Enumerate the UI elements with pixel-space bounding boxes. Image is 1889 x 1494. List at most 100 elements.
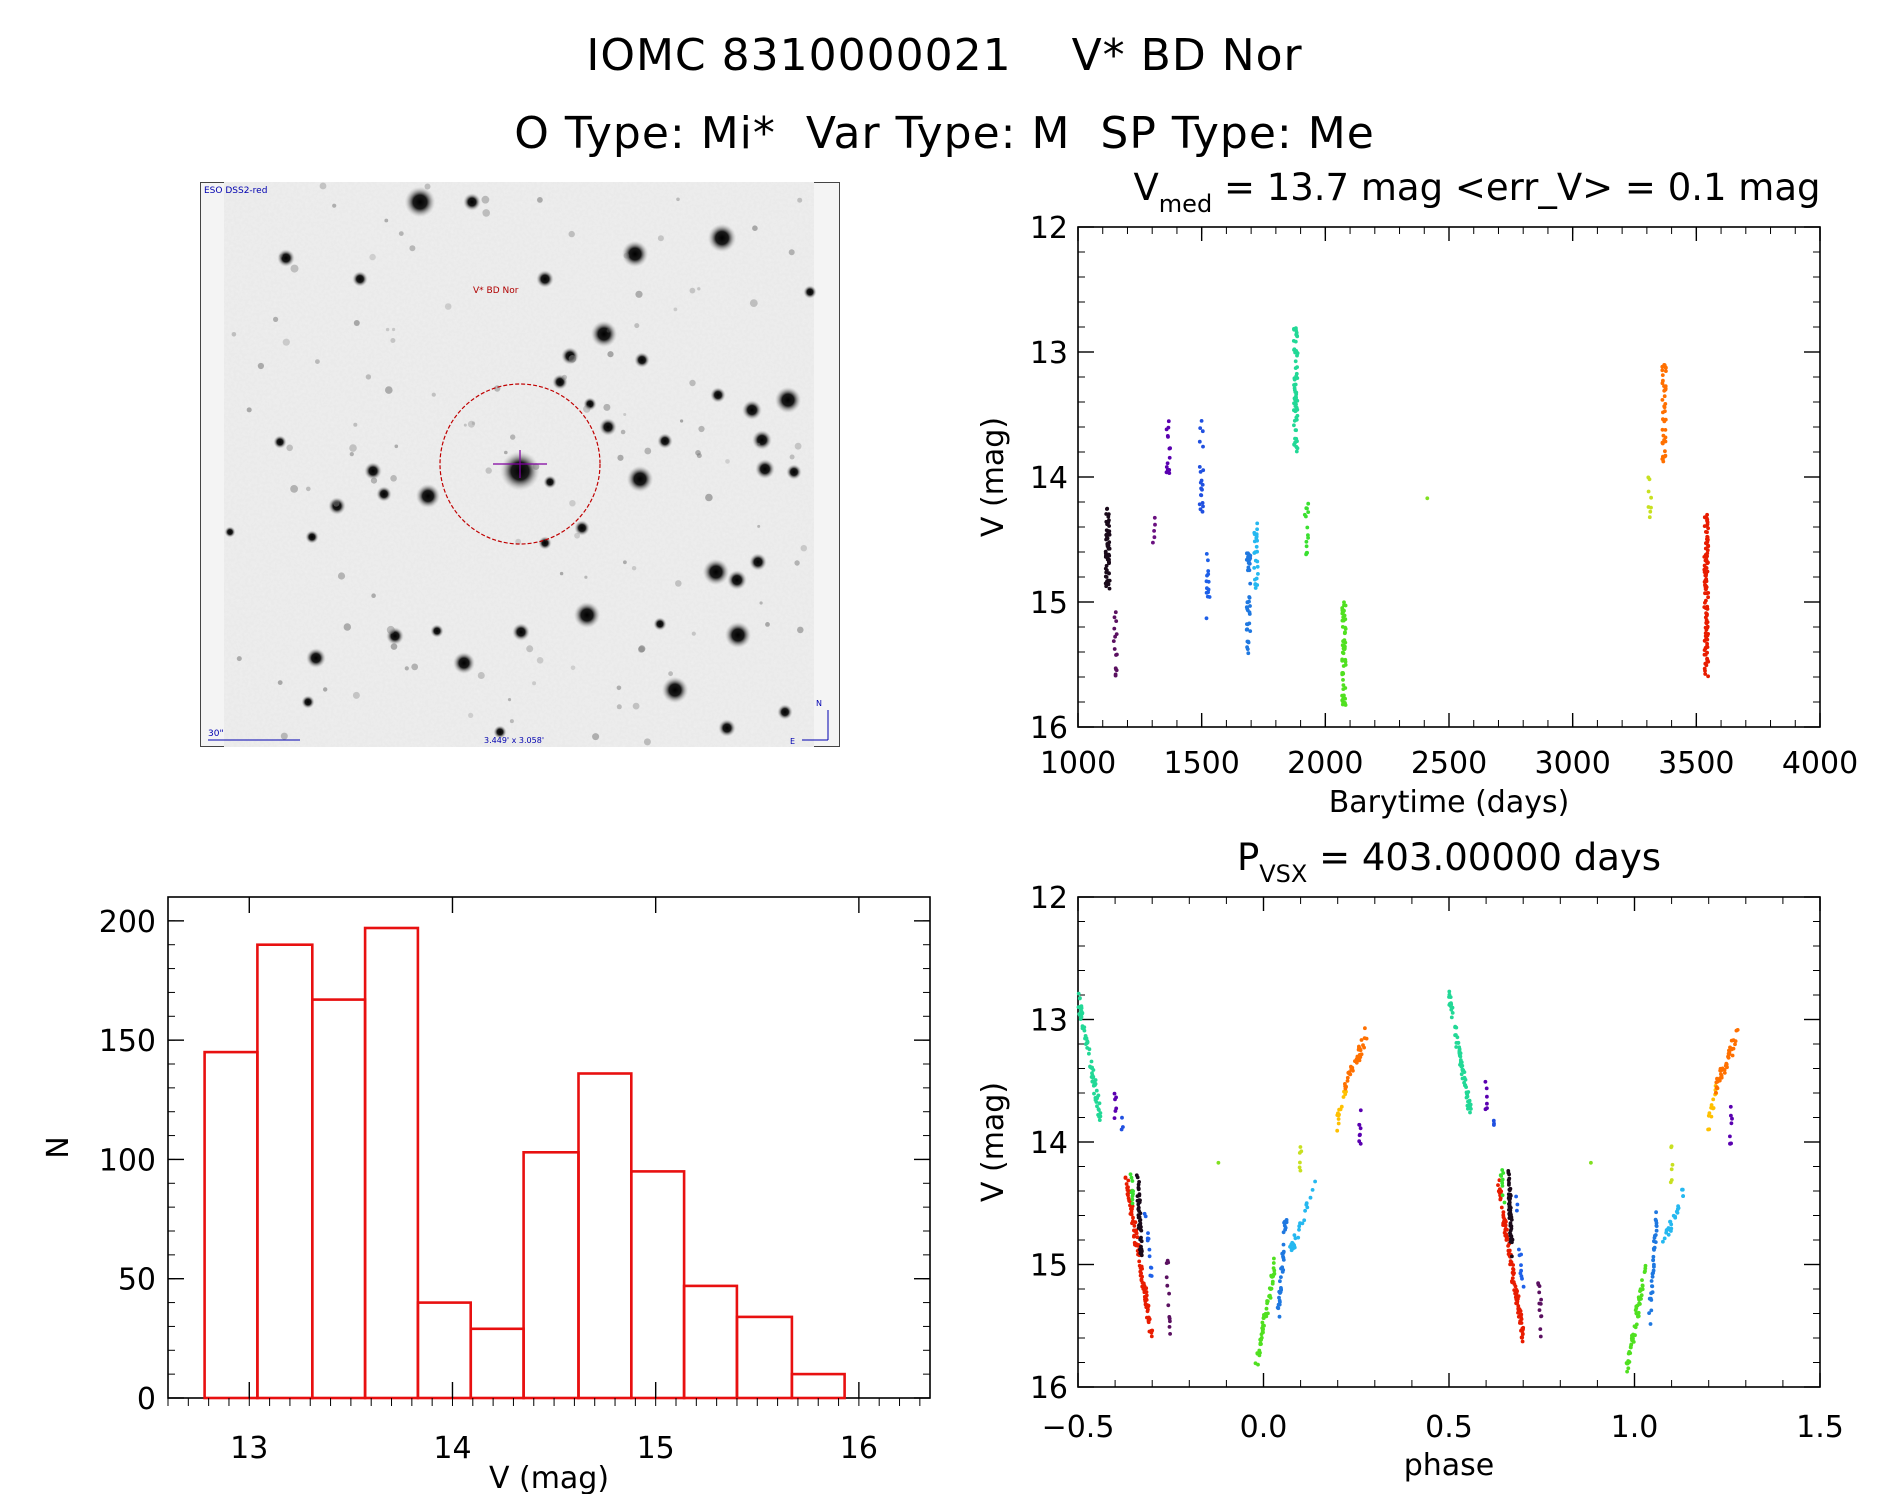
ph-point: [1503, 1223, 1508, 1228]
target-label: V* BD Nor: [473, 286, 519, 296]
finder-star: [543, 475, 557, 489]
lc-point: [1247, 559, 1251, 563]
ph-point: [1519, 1328, 1523, 1333]
ph-point: [1142, 1290, 1147, 1295]
lc-point: [1702, 515, 1707, 520]
lc-point: [1663, 453, 1668, 458]
lc-point: [1662, 364, 1667, 368]
finder-star: [430, 624, 444, 638]
ph-point: [1138, 1237, 1143, 1241]
lc-point: [1706, 544, 1711, 548]
ph-point: [1515, 1299, 1520, 1304]
ph-point: [1337, 1107, 1341, 1112]
ph-point: [1279, 1288, 1283, 1292]
ph-point: [1140, 1284, 1145, 1289]
finder-faint-star: [689, 287, 696, 294]
ph-point: [1131, 1219, 1135, 1223]
lc-point: [1206, 569, 1211, 573]
ph-point: [1464, 1095, 1469, 1100]
ph-point: [1358, 1052, 1363, 1057]
ph-point: [1670, 1162, 1675, 1167]
lc-point: [1705, 625, 1710, 630]
ph-point: [1520, 1335, 1525, 1340]
ph-point: [1140, 1274, 1144, 1279]
ph-point: [1537, 1308, 1542, 1312]
lc-point: [1341, 639, 1345, 644]
ph-point: [1468, 1105, 1472, 1109]
ph-point: [1642, 1270, 1647, 1274]
ph-point: [1147, 1247, 1152, 1252]
lc-point: [1704, 620, 1709, 625]
ph-point: [1521, 1325, 1526, 1330]
ph-point: [1089, 1059, 1094, 1064]
ph-point: [1508, 1212, 1513, 1217]
lc-point: [1254, 544, 1259, 549]
ph-point: [1508, 1228, 1513, 1233]
ph-point: [1091, 1068, 1096, 1072]
ph-point: [1168, 1319, 1172, 1324]
ph-point: [1515, 1299, 1520, 1304]
ph-point: [1460, 1063, 1465, 1068]
ph-point: [1503, 1226, 1508, 1231]
ph-point: [1299, 1149, 1304, 1154]
lc-point: [1703, 546, 1708, 551]
ph-point: [1124, 1182, 1129, 1186]
finder-faint-star: [231, 332, 237, 337]
ph-point: [1507, 1251, 1512, 1256]
ph-point: [1269, 1286, 1274, 1291]
ph-point: [1714, 1091, 1719, 1096]
hist-xtick-label: 14: [433, 1431, 471, 1466]
ph-point: [1267, 1294, 1271, 1299]
ph-point: [1138, 1237, 1143, 1242]
ph-point: [1271, 1274, 1275, 1279]
ph-point: [1673, 1215, 1678, 1220]
ph-point: [1449, 1015, 1454, 1020]
ph-point: [1496, 1183, 1500, 1187]
ph-point: [1649, 1298, 1654, 1302]
ph-point: [1280, 1251, 1285, 1256]
ph-point: [1727, 1049, 1732, 1054]
ph-point: [1506, 1252, 1511, 1256]
ph-point: [1459, 1064, 1464, 1069]
ph-point: [1337, 1112, 1341, 1117]
lc-point: [1340, 607, 1345, 612]
finder-faint-star: [800, 545, 807, 552]
ph-point: [1507, 1203, 1512, 1208]
finder-faint-star: [797, 197, 803, 203]
ph-point: [1278, 1291, 1282, 1295]
fov-label: 3.449' x 3.058': [484, 736, 544, 745]
lc-point: [1295, 334, 1300, 339]
ph-point: [1537, 1290, 1542, 1295]
ph-point: [1639, 1288, 1643, 1292]
ph-point: [1638, 1302, 1642, 1306]
ph-point: [1129, 1175, 1134, 1180]
ph-point: [1504, 1232, 1509, 1237]
lc-point: [1705, 591, 1709, 596]
ph-point: [1136, 1202, 1141, 1207]
ph-point: [1277, 1314, 1282, 1319]
ph-point: [1491, 1118, 1496, 1123]
lc-point: [1199, 486, 1203, 491]
ph-point: [1261, 1315, 1266, 1320]
finder-faint-star: [386, 625, 395, 634]
ph-point: [1298, 1160, 1302, 1165]
lc-point: [1705, 633, 1709, 638]
lc-point: [1295, 351, 1300, 356]
ph-point: [1449, 1001, 1453, 1005]
lc-point: [1245, 645, 1249, 650]
ph-point: [1303, 1208, 1307, 1213]
ph-point: [1149, 1334, 1154, 1339]
lc-point: [1343, 703, 1348, 707]
ph-point: [1517, 1253, 1522, 1258]
finder-faint-star: [689, 379, 696, 387]
lc-point: [1113, 610, 1118, 615]
ph-point: [1458, 1051, 1463, 1056]
lc-point: [1255, 559, 1260, 564]
ph-point: [1510, 1254, 1514, 1259]
lc-point: [1293, 428, 1298, 432]
ph-point: [1497, 1190, 1502, 1195]
ph-point: [1357, 1044, 1361, 1049]
lc-point: [1704, 621, 1709, 626]
finder-star: [786, 464, 802, 480]
ph-point: [1458, 1058, 1463, 1062]
